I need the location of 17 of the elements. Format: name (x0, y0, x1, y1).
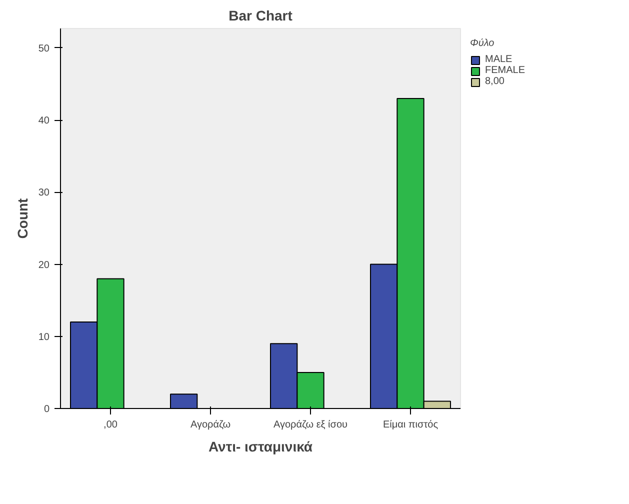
y-tick-label: 50 (38, 43, 50, 54)
chart-title: Bar Chart (228, 8, 293, 24)
y-tick-label: 20 (38, 260, 50, 271)
x-tick-label: Αγοράζω εξ ίσου (274, 420, 348, 430)
x-axis-title: Αντι- ισταμινικά (208, 438, 313, 454)
legend-label: FEMALE (485, 65, 526, 76)
y-axis-title: Count (14, 198, 30, 239)
x-tick-label: Είμαι πιστός (382, 420, 438, 430)
legend-label: MALE (485, 54, 512, 65)
y-tick-label: 30 (38, 188, 50, 199)
y-tick-label: 10 (38, 332, 50, 343)
x-tick-label: ,00 (104, 420, 118, 430)
legend-title: Φύλο (470, 38, 496, 49)
legend-label: 8,00 (485, 76, 505, 87)
x-tick-label: Αγοράζω (190, 420, 231, 430)
y-tick-label: 0 (44, 404, 50, 415)
y-tick-label: 40 (38, 116, 50, 127)
